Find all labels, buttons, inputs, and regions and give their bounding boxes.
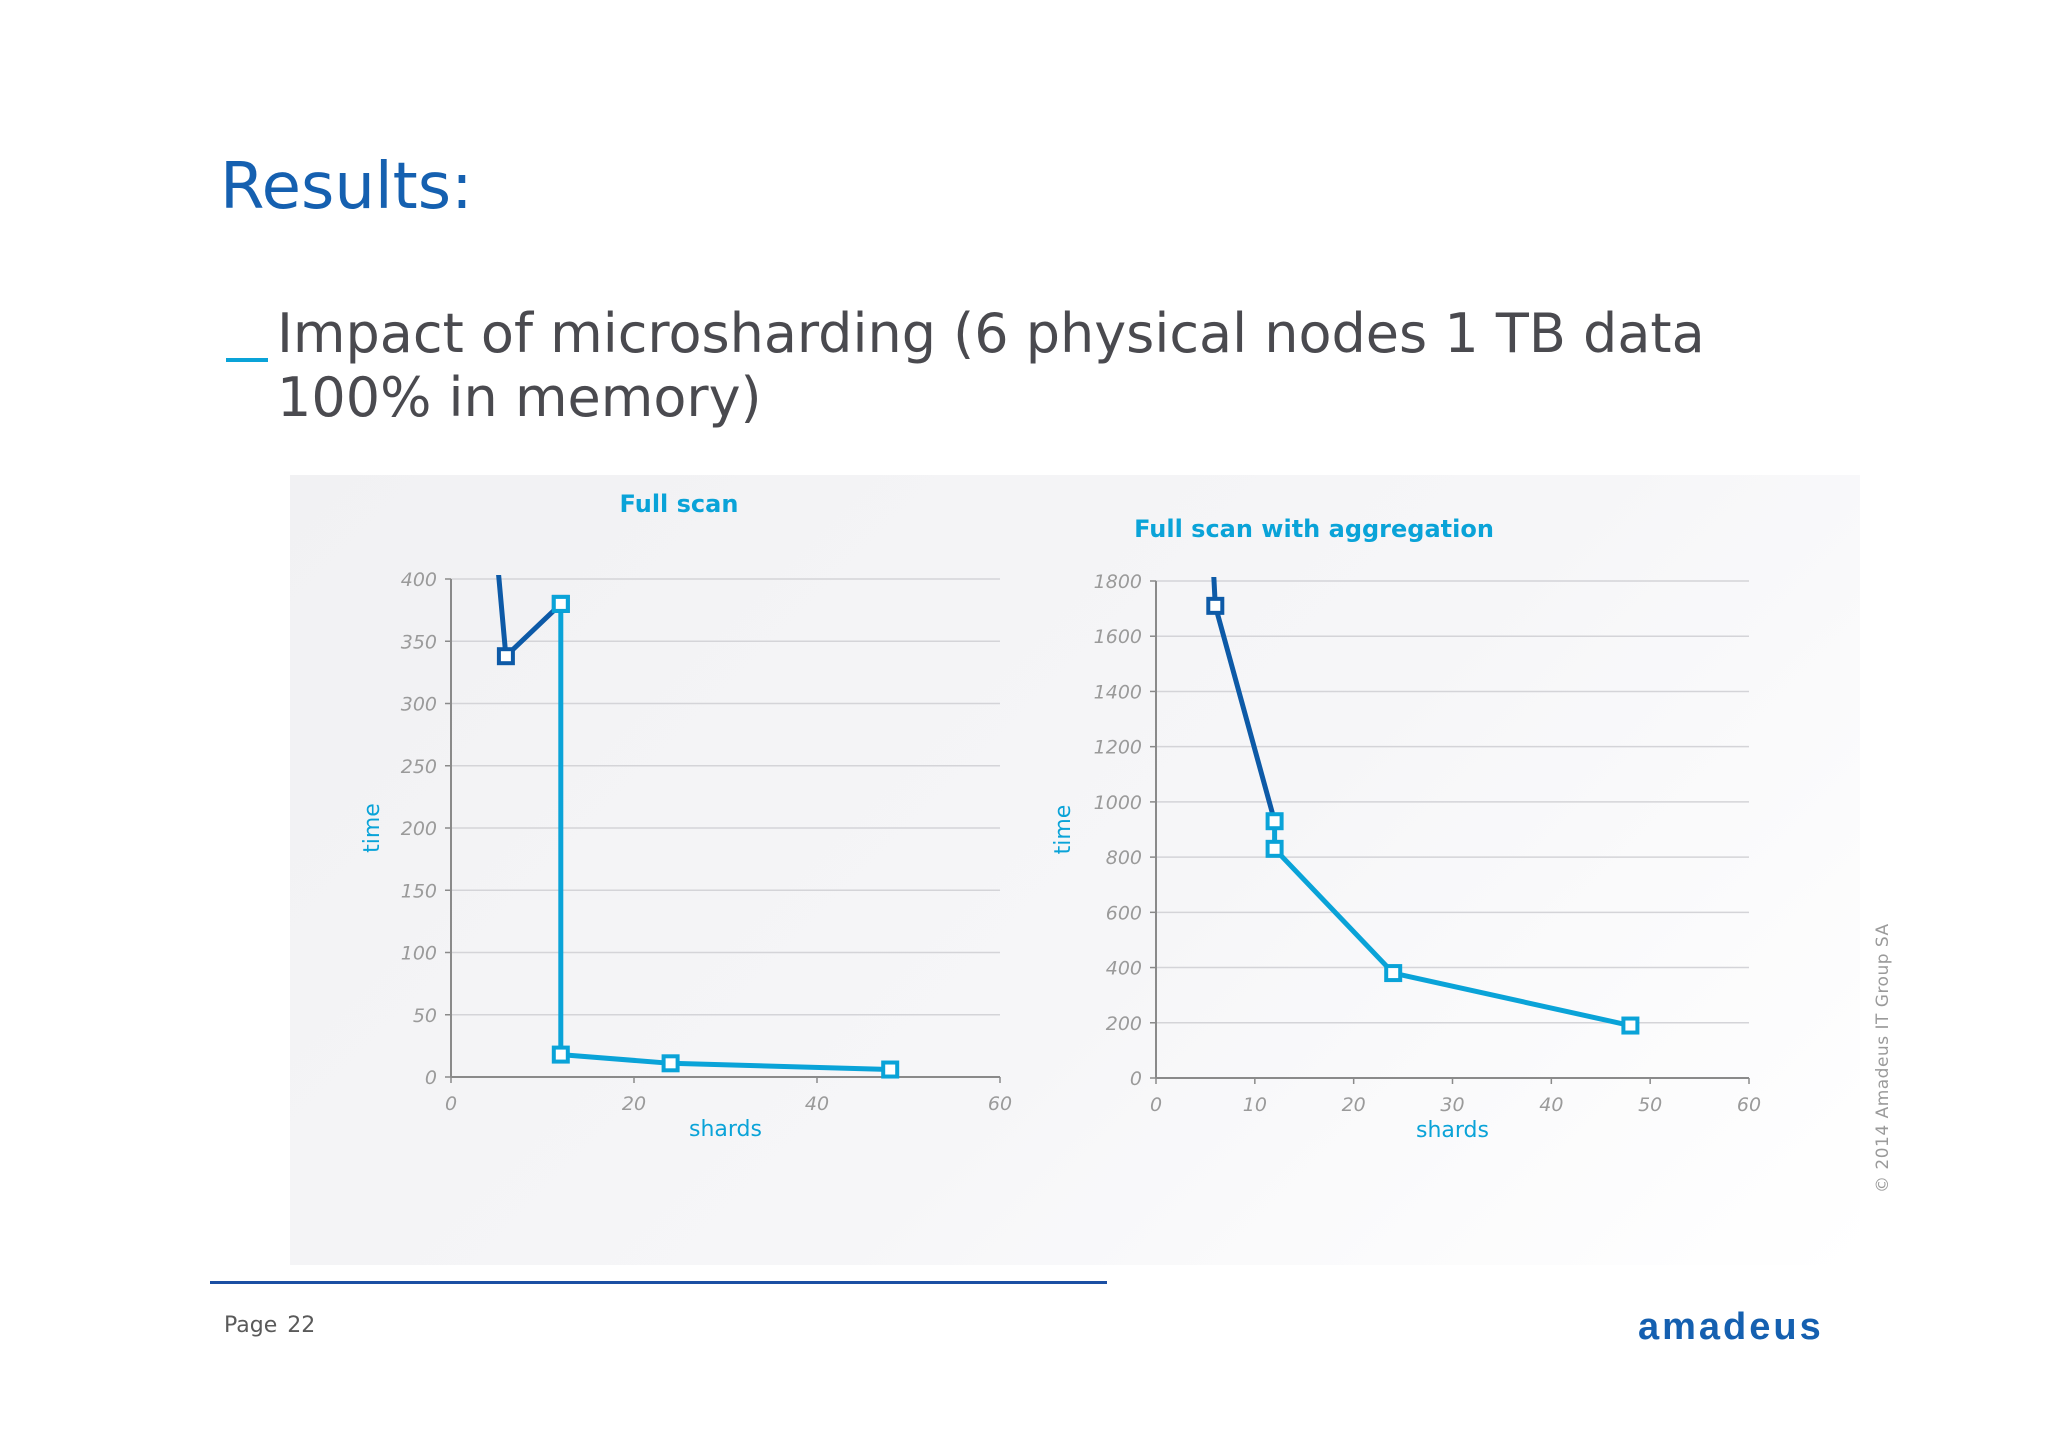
series-line-2 — [558, 603, 891, 1073]
data-point-marker — [1621, 1016, 1640, 1035]
x-tick-label: 10 — [1243, 1094, 1267, 1116]
y-axis-label: time — [1051, 805, 1076, 855]
bullet-dash — [226, 358, 268, 362]
data-point-marker — [1384, 964, 1403, 983]
y-tick-label: 1000 — [1094, 792, 1142, 814]
amadeus-logo: amadeus — [1638, 1306, 1824, 1348]
series-line-2 — [1272, 821, 1631, 1028]
page-word: Page — [224, 1313, 278, 1338]
y-tick-label: 200 — [401, 818, 437, 840]
y-tick-label: 600 — [1106, 902, 1142, 924]
y-axis-label: time — [360, 803, 385, 853]
x-tick-label: 40 — [1539, 1094, 1563, 1116]
page-number-value: 22 — [287, 1313, 316, 1338]
y-tick-label: 1800 — [1094, 571, 1142, 593]
chart-background-panel — [290, 475, 1860, 1265]
x-tick-label: 0 — [445, 1093, 457, 1115]
y-tick-label: 0 — [425, 1067, 437, 1089]
y-tick-label: 350 — [401, 631, 437, 653]
data-point-marker — [881, 1060, 900, 1079]
y-tick-label: 100 — [401, 943, 437, 965]
y-tick-label: 1200 — [1094, 737, 1142, 759]
y-tick-label: 250 — [401, 756, 437, 778]
y-tick-label: 400 — [1106, 958, 1142, 980]
slide-title: Results: — [220, 150, 473, 224]
slide-subtitle: Impact of microsharding (6 physical node… — [277, 302, 1705, 429]
x-tick-label: 40 — [805, 1093, 829, 1115]
copyright-notice: © 2014 Amadeus IT Group SA — [1873, 923, 1893, 1193]
data-point-marker — [1265, 812, 1284, 831]
data-point-marker — [551, 1045, 570, 1064]
y-tick-label: 400 — [401, 569, 437, 591]
x-tick-label: 30 — [1440, 1094, 1464, 1116]
y-tick-label: 800 — [1106, 847, 1142, 869]
chart-title: Full scan with aggregation — [1134, 515, 1494, 543]
chart-title: Full scan — [620, 490, 739, 518]
y-tick-label: 200 — [1106, 1013, 1142, 1035]
y-tick-label: 50 — [413, 1005, 437, 1027]
data-point-marker — [1206, 596, 1225, 615]
data-point-marker — [661, 1054, 680, 1073]
x-axis-label: shards — [689, 1117, 762, 1142]
data-point-marker — [551, 594, 570, 613]
footer-divider — [210, 1281, 1107, 1284]
page-number: Page 22 — [224, 1313, 325, 1338]
data-point-marker — [1265, 839, 1284, 858]
x-tick-label: 20 — [622, 1093, 646, 1115]
y-tick-label: 1400 — [1094, 681, 1142, 703]
y-tick-label: 150 — [401, 880, 437, 902]
y-tick-label: 0 — [1130, 1068, 1142, 1090]
x-tick-label: 0 — [1150, 1094, 1162, 1116]
x-tick-label: 60 — [988, 1093, 1012, 1115]
x-tick-label: 20 — [1342, 1094, 1366, 1116]
x-axis-label: shards — [1416, 1118, 1489, 1143]
y-tick-label: 1600 — [1094, 626, 1142, 648]
x-tick-label: 60 — [1737, 1094, 1761, 1116]
y-tick-label: 300 — [401, 694, 437, 716]
data-point-marker — [496, 647, 515, 666]
x-tick-label: 50 — [1638, 1094, 1662, 1116]
